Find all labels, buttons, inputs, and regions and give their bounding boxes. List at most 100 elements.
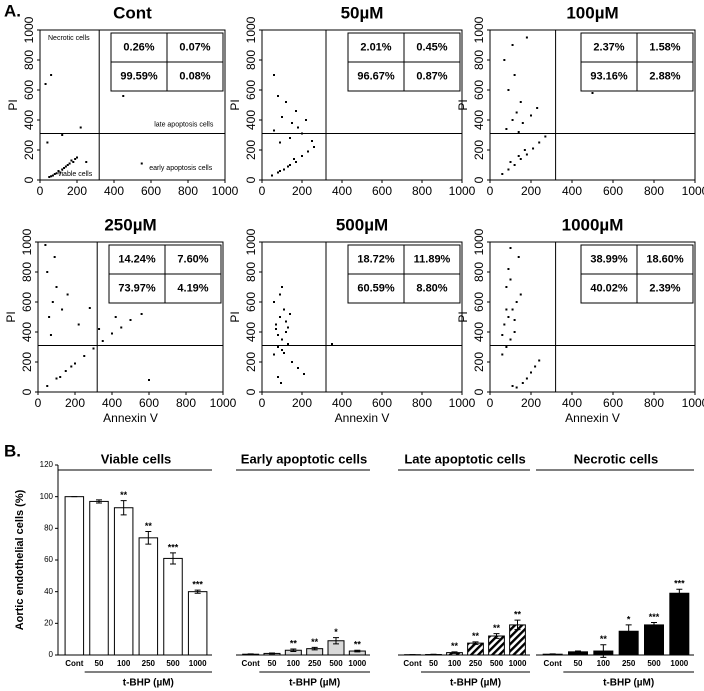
- event-dot: [544, 135, 547, 138]
- x-tick-label: 200: [67, 184, 87, 198]
- event-dot: [303, 373, 305, 375]
- quadrant-label: late apoptosis cells: [154, 121, 214, 128]
- event-dot: [505, 346, 508, 348]
- bar: [113, 507, 134, 656]
- x-tick-label: 1000: [189, 659, 207, 668]
- event-dot: [279, 316, 281, 318]
- event-dot: [279, 170, 281, 172]
- event-dot: [50, 175, 53, 178]
- error-bar: [290, 648, 297, 653]
- event-dot: [64, 165, 67, 168]
- x-tick-label: 0: [35, 396, 42, 410]
- y-tick-label: 400: [22, 110, 36, 130]
- quadrant-percentage: 0.26%: [123, 41, 154, 53]
- event-dot: [503, 323, 506, 326]
- error-bar: [472, 641, 479, 645]
- event-dot: [63, 167, 66, 169]
- x-tick-label: 500: [329, 659, 343, 668]
- quadrant-percentage: 99.59%: [120, 70, 158, 82]
- y-axis-label: PI: [456, 311, 470, 322]
- x-tick-label: 500: [647, 659, 661, 668]
- event-dot: [513, 331, 516, 333]
- plot-frame: [489, 29, 696, 181]
- x-tick-label: 400: [562, 396, 582, 410]
- event-dot: [519, 293, 522, 296]
- event-dot: [72, 161, 75, 163]
- y-axis-label: PI: [456, 99, 470, 110]
- x-tick-label: 100: [287, 659, 301, 668]
- significance: **: [120, 490, 128, 500]
- x-tick-label: 1000: [210, 396, 237, 410]
- event-dot: [53, 256, 56, 258]
- x-tick-label: Cont: [544, 659, 563, 668]
- event-dot: [285, 331, 287, 333]
- event-dot: [85, 161, 88, 163]
- event-dot: [285, 320, 287, 323]
- event-dot: [515, 386, 518, 389]
- y-axis-label: PI: [228, 99, 242, 110]
- y-tick-label: 120: [40, 460, 54, 469]
- event-dot: [148, 379, 150, 381]
- x-tick-label: 600: [139, 396, 159, 410]
- quadrant-percentage: 0.45%: [416, 41, 447, 53]
- x-tick-label: 400: [562, 184, 582, 198]
- bar: [89, 500, 109, 656]
- event-dot: [83, 355, 86, 357]
- y-tick-label: 800: [20, 262, 34, 282]
- x-tick-label: 50: [574, 659, 583, 668]
- event-dot: [289, 137, 291, 139]
- event-dot: [513, 164, 516, 166]
- y-tick-label: 100: [40, 492, 54, 501]
- significance: ***: [168, 542, 179, 552]
- event-dot: [297, 126, 299, 129]
- significance: **: [290, 638, 298, 648]
- significance: ***: [192, 579, 203, 589]
- panel-label: B.: [4, 441, 21, 460]
- event-dot: [511, 119, 514, 121]
- event-dot: [55, 172, 58, 175]
- event-dot: [509, 247, 512, 249]
- bar: [669, 592, 690, 656]
- event-dot: [120, 326, 123, 329]
- x-axis-label: t-BHP (µM): [123, 678, 174, 689]
- significance: **: [472, 631, 480, 641]
- error-bar: [120, 500, 127, 516]
- bar: [163, 557, 183, 656]
- event-dot: [293, 158, 295, 160]
- quadrant-label: Necrotic cells: [48, 35, 90, 42]
- x-tick-label: 800: [644, 184, 664, 198]
- error-bar: [311, 646, 318, 651]
- x-tick-label: 800: [644, 396, 664, 410]
- y-tick-label: 0: [244, 176, 258, 183]
- event-dot: [287, 343, 289, 345]
- event-dot: [277, 346, 279, 348]
- significance: **: [145, 521, 153, 531]
- x-tick-label: 200: [65, 396, 85, 410]
- panel-title: 500µM: [336, 215, 388, 234]
- x-tick-label: 0: [259, 184, 266, 198]
- quadrant-percentage: 2.88%: [649, 70, 680, 82]
- error-bar: [194, 589, 201, 594]
- event-dot: [517, 131, 520, 133]
- x-tick-label: 100: [597, 659, 611, 668]
- y-tick-label: 200: [472, 140, 486, 160]
- quadrant-percentage: 73.97%: [118, 282, 156, 294]
- event-dot: [55, 377, 58, 380]
- x-tick-label: 500: [166, 659, 180, 668]
- event-dot: [44, 83, 47, 85]
- event-dot: [55, 286, 58, 288]
- x-tick-label: 1000: [449, 396, 476, 410]
- error-bar: [96, 499, 102, 504]
- significance: **: [354, 640, 362, 650]
- event-dot: [281, 116, 283, 118]
- event-dot: [74, 158, 77, 160]
- event-dot: [44, 244, 47, 246]
- event-dot: [511, 385, 514, 387]
- event-dot: [521, 122, 524, 124]
- quadrant-label: early apoptosis cells: [149, 165, 213, 172]
- event-dot: [505, 286, 508, 288]
- x-tick-label: 250: [469, 659, 483, 668]
- event-dot: [114, 316, 117, 318]
- event-dot: [283, 168, 285, 171]
- event-dot: [51, 301, 54, 303]
